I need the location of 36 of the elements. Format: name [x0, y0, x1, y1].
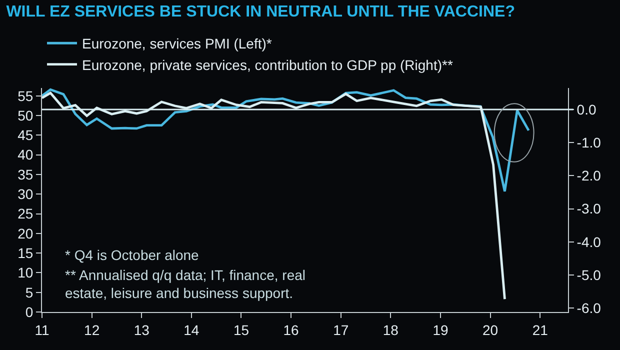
y-tick-label: 5 — [25, 284, 34, 300]
line-series — [42, 88, 530, 193]
y2-tick-label: -1.0 — [576, 134, 602, 150]
y-tick-label: 40 — [18, 146, 34, 163]
y-tick-label: 20 — [18, 225, 34, 242]
y2-tick-label: -4.0 — [576, 234, 602, 250]
y-tick-label: 45 — [18, 127, 34, 144]
y2-tick-label: -5.0 — [576, 266, 602, 283]
x-tick-label: 17 — [333, 322, 349, 338]
y2-tick-label: -6.0 — [576, 300, 602, 316]
annotation: ** Annualised q/q data; IT, finance, real estate, leisure and business support. — [65, 267, 306, 302]
x-tick-label: 19 — [432, 322, 448, 338]
y-tick-label: 25 — [18, 206, 34, 222]
y-tick-label: 15 — [18, 244, 34, 261]
y2-tick-label: -2.0 — [576, 168, 602, 184]
y2-tick-label: -3.0 — [576, 200, 602, 217]
legend-label: Eurozone, services PMI (Left)* — [82, 36, 272, 52]
x-tick-label: 11 — [34, 322, 50, 338]
x-tick-label: 14 — [184, 322, 200, 338]
chart-title: WILL EZ SERVICES BE STUCK IN NEUTRAL UNTIL THE VACCINE? — [6, 3, 515, 20]
x-tick-label: 21 — [532, 322, 548, 338]
x-tick-label: 13 — [134, 322, 150, 338]
y-tick-label: 35 — [18, 166, 34, 182]
y-tick-label: 0 — [25, 304, 34, 320]
y-tick-label: 50 — [18, 107, 34, 124]
legend-label: Eurozone, private services, contribution to GDP pp (Right)** — [82, 56, 454, 73]
x-tick-label: 18 — [382, 322, 399, 338]
annotation: * Q4 is October alone — [65, 247, 200, 263]
y-tick-label: 10 — [18, 264, 34, 281]
x-tick-label: 16 — [283, 322, 300, 338]
y-tick-label: 55 — [18, 88, 34, 104]
y2-tick-label: 0.0 — [576, 101, 596, 118]
y-tick-label: 30 — [18, 186, 34, 202]
x-tick-label: 20 — [482, 322, 498, 338]
x-tick-label: 15 — [233, 322, 250, 338]
x-tick-label: 12 — [84, 322, 100, 338]
